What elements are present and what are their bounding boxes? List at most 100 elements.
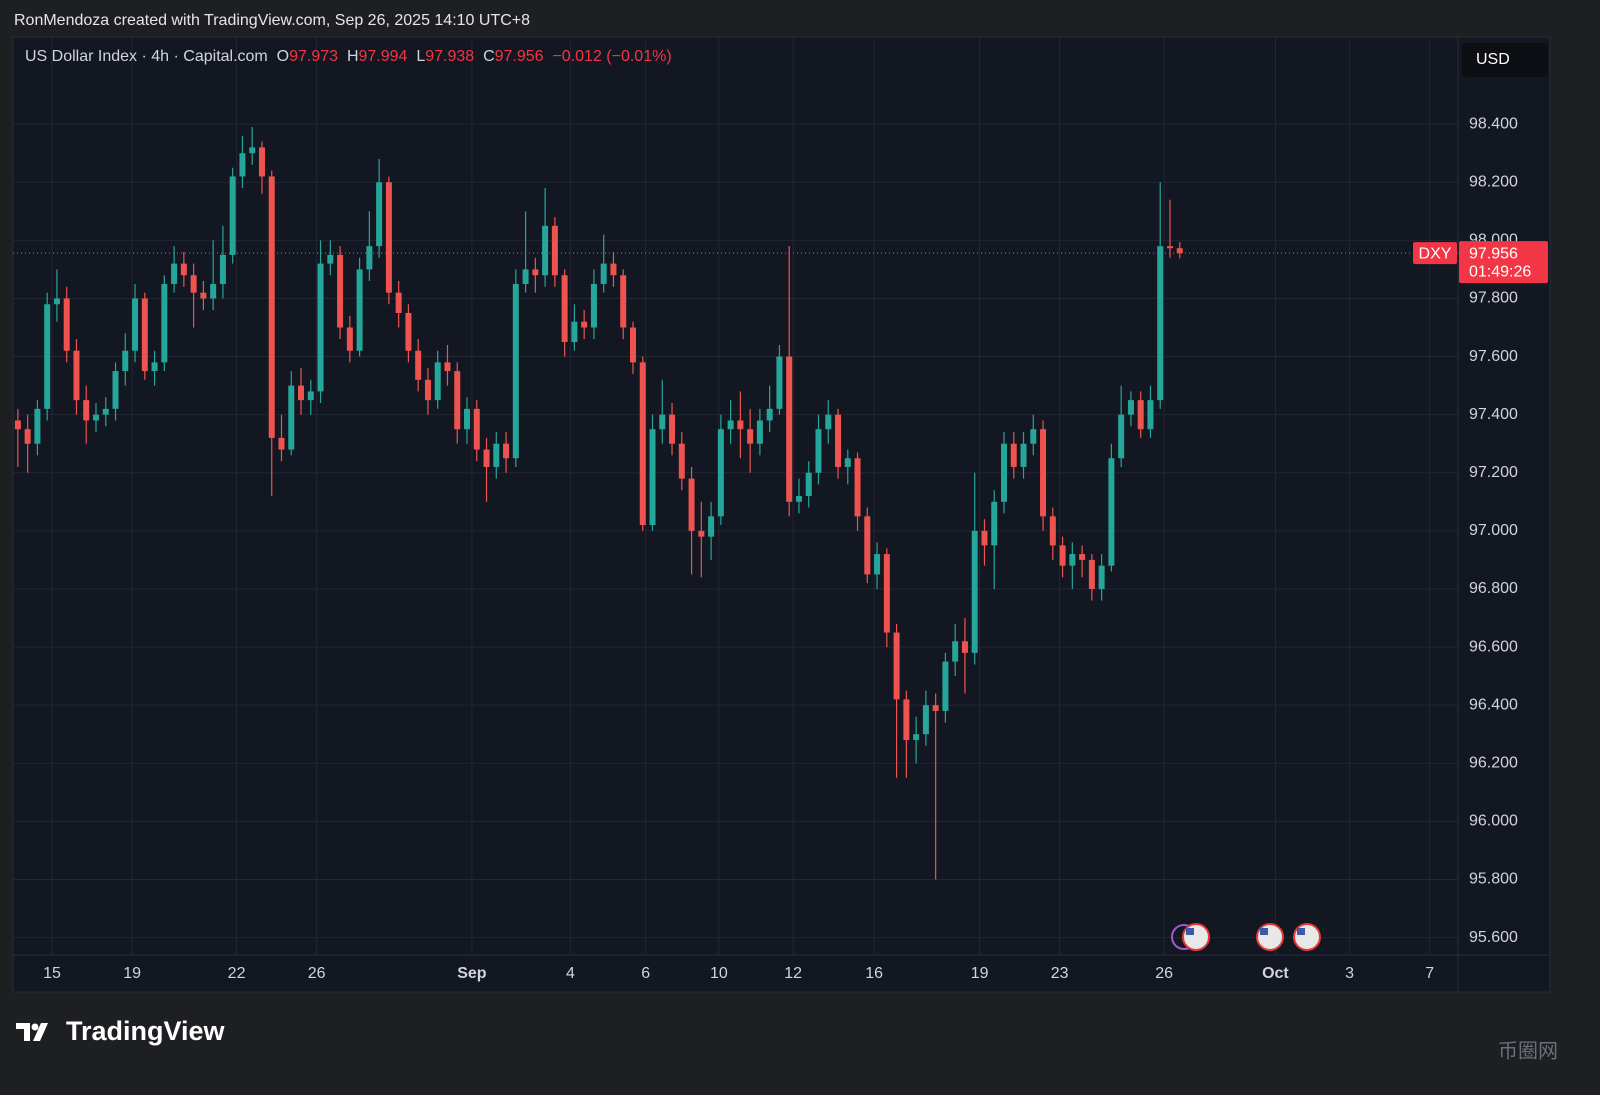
body: [1020, 443, 1027, 467]
x-tick-label: 3: [1345, 965, 1354, 982]
body: [92, 414, 99, 421]
ohlc-label: H: [346, 48, 359, 65]
body: [229, 176, 236, 255]
body: [1010, 443, 1017, 467]
body: [346, 327, 353, 351]
symbol-tag: [1413, 242, 1457, 265]
y-tick-label: 98.200: [1469, 173, 1518, 190]
body: [776, 356, 783, 409]
ohlc-label: C: [483, 48, 495, 65]
body: [53, 298, 60, 305]
ohlc-label: L: [416, 48, 426, 65]
ohlc-label: O: [276, 48, 290, 65]
body: [1176, 248, 1183, 254]
body: [678, 443, 685, 479]
body: [337, 254, 344, 328]
body: [151, 362, 158, 372]
body: [14, 420, 21, 430]
body: [864, 516, 871, 575]
body: [756, 420, 763, 444]
x-tick-label: 12: [784, 965, 802, 982]
x-tick-label: 26: [308, 965, 326, 982]
body: [493, 443, 500, 467]
body: [376, 182, 383, 247]
body: [659, 414, 666, 430]
body: [298, 385, 305, 401]
body: [473, 408, 480, 450]
body: [825, 414, 832, 430]
body: [551, 225, 558, 276]
y-tick-label: 96.200: [1469, 754, 1518, 771]
body: [395, 292, 402, 313]
event-icon[interactable]: [1256, 923, 1284, 951]
y-tick-label: 96.800: [1469, 580, 1518, 597]
event-icon[interactable]: [1293, 923, 1321, 951]
body: [278, 437, 285, 450]
body: [844, 458, 851, 467]
body: [795, 496, 802, 502]
body: [268, 176, 275, 438]
body: [932, 705, 939, 711]
body: [483, 449, 490, 467]
body: [737, 420, 744, 430]
body: [434, 362, 441, 401]
logo-dot: [31, 1023, 39, 1031]
body: [747, 429, 754, 444]
body: [600, 263, 607, 284]
body: [786, 356, 793, 502]
logo: [16, 1023, 48, 1041]
body: [405, 312, 412, 351]
body: [649, 429, 656, 526]
body: [327, 254, 334, 264]
body: [1157, 246, 1164, 401]
currency[interactable]: USD: [1476, 51, 1510, 68]
y-tick-label: 98.400: [1469, 115, 1518, 132]
body: [122, 350, 129, 372]
caption: RonMendoza created with TradingView.com,…: [14, 12, 530, 29]
body: [444, 362, 451, 372]
x-tick-label: 10: [710, 965, 728, 982]
logo-mark: [16, 1023, 48, 1041]
body: [766, 408, 773, 421]
legend: US Dollar Index · 4h · Capital.com O 97.9…: [25, 48, 672, 66]
body: [639, 362, 646, 526]
logo-text: TradingView: [66, 1016, 226, 1046]
body: [73, 350, 80, 401]
body: [385, 182, 392, 293]
body: [1108, 458, 1115, 566]
body: [1166, 246, 1173, 249]
countdown: 01:49:26: [1469, 263, 1531, 280]
body: [571, 321, 578, 343]
body: [190, 275, 197, 293]
body: [922, 705, 929, 735]
ohlc-value: 97.956: [494, 48, 544, 65]
body: [24, 429, 31, 444]
y-tick-label: 97.400: [1469, 406, 1518, 423]
body: [249, 147, 256, 154]
x-tick-label: 19: [123, 965, 141, 982]
body: [307, 391, 314, 401]
x-tick-label: 15: [43, 965, 61, 982]
body: [629, 327, 636, 363]
flag-canton: [1297, 928, 1305, 935]
candles: [13, 127, 1458, 880]
body: [532, 269, 539, 276]
body: [981, 530, 988, 546]
x-tick-label: 7: [1425, 965, 1434, 982]
x-tick-label: 6: [641, 965, 650, 982]
event-icon[interactable]: [1182, 923, 1210, 951]
body: [161, 283, 168, 363]
price-tag: [1459, 241, 1548, 284]
body: [1030, 429, 1037, 444]
y-tick-label: 96.400: [1469, 696, 1518, 713]
body: [727, 420, 734, 430]
body: [132, 298, 139, 351]
currency-button[interactable]: [1462, 43, 1548, 77]
body: [219, 254, 226, 284]
body: [717, 429, 724, 517]
body: [356, 269, 363, 351]
body: [180, 263, 187, 276]
body: [512, 283, 519, 459]
